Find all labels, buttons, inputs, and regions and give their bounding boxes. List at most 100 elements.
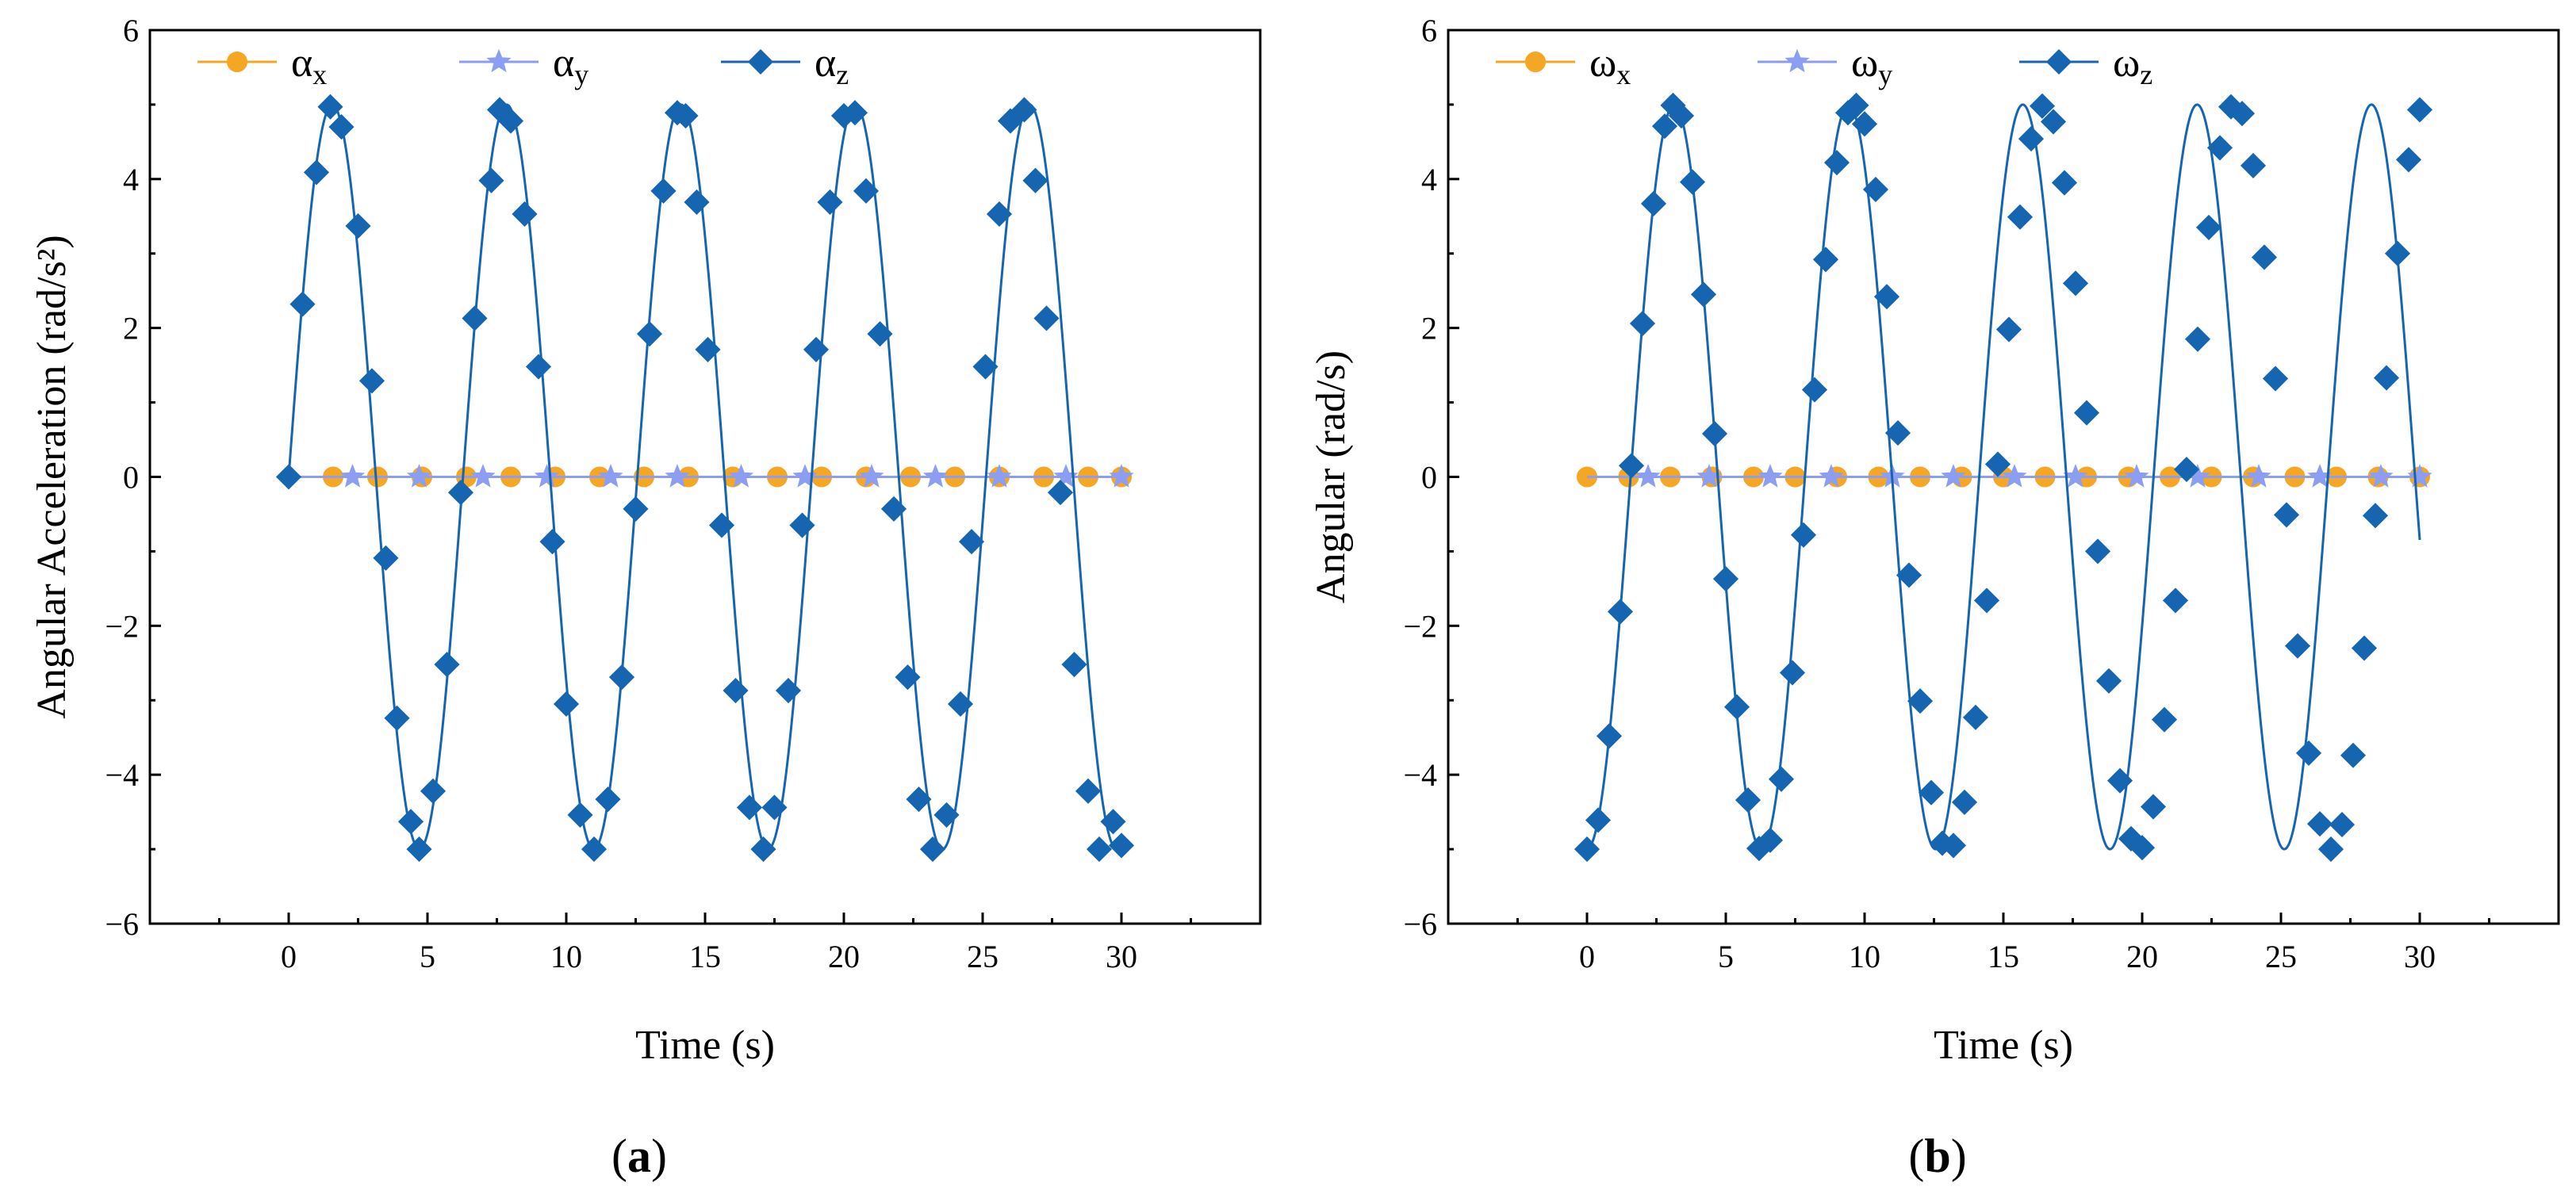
data-point (761, 794, 788, 821)
data-point (462, 305, 488, 331)
data-point (2162, 587, 2189, 614)
data-point (373, 545, 399, 571)
legend-entry-y: ωyωy (1758, 40, 1892, 90)
legend-entry-z: αzαz (721, 40, 849, 90)
subfigure-label: (b) (1908, 1130, 1966, 1182)
data-point (2129, 835, 2156, 861)
data-point (636, 321, 663, 347)
data-point (853, 178, 880, 204)
data-point (1574, 836, 1600, 863)
data-point (406, 836, 432, 863)
data-point (1940, 832, 1967, 859)
series-z (275, 94, 1135, 863)
series-line-z (287, 103, 1123, 851)
data-point (1862, 176, 1889, 203)
y-tick-label: −2 (1403, 608, 1437, 644)
y-axis-title: Angular (rad/s) (1309, 350, 1354, 603)
series-y (289, 464, 1134, 488)
data-point (895, 664, 921, 691)
data-point (2124, 464, 2149, 488)
data-point (1951, 789, 1978, 815)
data-point (1735, 787, 1761, 813)
y-tick-label: 0 (1421, 460, 1437, 496)
y-tick-label: −6 (1403, 906, 1437, 942)
legend-marker (747, 48, 774, 75)
data-point (947, 691, 974, 718)
data-point (728, 464, 754, 488)
chart-panel-a: 0 5 10 15 20 25 30 −6 −4 −2 0 2 4 6 Time (s) Angular Ac… (29, 13, 1262, 1182)
data-point (1618, 453, 1645, 479)
data-point (2140, 794, 2167, 820)
data-point (406, 464, 432, 488)
y-tick-label: −2 (105, 608, 139, 644)
legend: ωxωx ωyωy ωzωz (1496, 40, 2152, 90)
data-point (1086, 836, 1113, 863)
data-point (867, 321, 893, 347)
data-point (1823, 150, 1850, 176)
data-point (1779, 660, 1806, 686)
data-point (1690, 281, 1717, 308)
data-point (447, 480, 474, 506)
data-point (328, 114, 355, 140)
data-point (1884, 420, 1911, 446)
subfigure-label: (a) (611, 1130, 667, 1182)
data-point (1801, 377, 1828, 403)
data-point (2229, 101, 2256, 127)
data-point (2295, 740, 2322, 766)
data-point (922, 464, 949, 488)
data-point (275, 464, 302, 490)
data-point (1668, 102, 1695, 129)
data-point (478, 167, 504, 193)
data-point (2395, 147, 2422, 173)
data-point (1962, 704, 1989, 730)
data-point (2240, 152, 2267, 178)
data-point (1873, 284, 1900, 310)
data-point (695, 336, 721, 362)
data-point (1640, 190, 1667, 216)
data-point (1723, 694, 1750, 720)
data-point (1843, 92, 1869, 118)
data-point (289, 291, 316, 317)
data-point (1819, 464, 1844, 488)
data-point (859, 464, 884, 488)
data-point (775, 677, 802, 704)
data-point (595, 786, 621, 813)
data-point (2018, 126, 2045, 152)
data-point (2073, 400, 2100, 426)
data-point (470, 464, 496, 488)
series-z (1574, 92, 2433, 863)
data-point (497, 108, 524, 134)
y-tick-label: 4 (1421, 162, 1437, 197)
data-point (1585, 807, 1612, 833)
data-point (750, 836, 776, 863)
data-point (736, 794, 763, 821)
data-point (1941, 464, 1966, 488)
data-point (2062, 270, 2089, 297)
y-tick-label: 4 (123, 162, 139, 197)
x-tick-label: 0 (1579, 939, 1595, 974)
data-point (608, 664, 635, 691)
data-point (919, 836, 946, 863)
data-point (1768, 766, 1795, 792)
data-point (2306, 811, 2333, 837)
y-tick-label: −4 (105, 757, 139, 793)
data-point (534, 464, 560, 488)
data-point (2340, 742, 2367, 768)
y-tick-label: 0 (123, 460, 139, 496)
data-point (1790, 522, 1817, 548)
data-point (317, 94, 343, 120)
data-point (1053, 464, 1079, 488)
data-point (1984, 451, 2011, 477)
x-tick-label: 5 (1718, 939, 1734, 974)
x-tick-label: 20 (2126, 939, 2158, 974)
data-point (1109, 464, 1134, 488)
data-point (958, 529, 985, 555)
data-point (673, 102, 699, 129)
data-point (2195, 214, 2222, 240)
data-point (2362, 503, 2389, 529)
data-point (1973, 587, 2000, 614)
data-point (2351, 635, 2378, 661)
data-point (581, 836, 608, 863)
data-point (841, 100, 868, 126)
